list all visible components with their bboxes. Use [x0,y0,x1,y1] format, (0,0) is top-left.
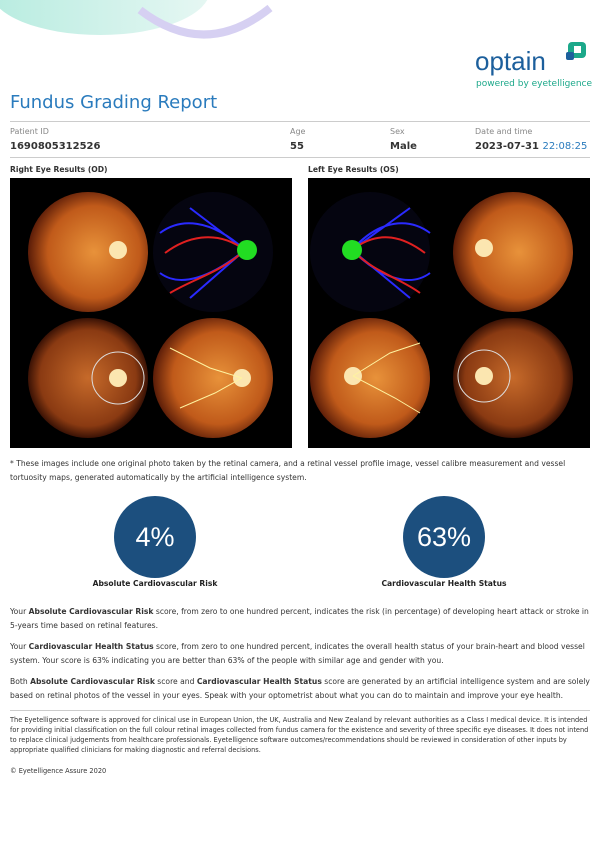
eye-header: Left Eye Results (OS) [308,165,399,174]
text: Your [10,642,29,651]
field-label: Sex [390,127,405,136]
bold-text: Cardiovascular Health Status [196,677,322,686]
field-value: 2023-07-31 22:08:25 [475,141,587,152]
text: Both [10,677,31,686]
bold-text: Absolute Cardiovascular Risk [30,677,155,686]
field-value: 55 [290,141,304,152]
date: 2023-07-31 [475,141,539,152]
paragraph: Your Absolute Cardiovascular Risk score,… [10,605,590,633]
text: score, from zero to one hundred percent,… [10,642,585,665]
metric-value: 4% [114,496,196,578]
field-value: 1690805312526 [10,141,101,152]
paragraph: Your Cardiovascular Health Status score,… [10,640,590,668]
metric-label: Absolute Cardiovascular Risk [92,579,218,588]
fundus-images [10,178,590,448]
logo: optain [475,46,546,76]
copyright: © Eyetelligence Assure 2020 [10,767,107,775]
field-label: Age [290,127,306,136]
time: 22:08:25 [542,141,588,152]
text: Your [10,607,29,616]
divider [10,710,590,711]
decor [0,0,273,39]
metric-value: 63% [403,496,485,578]
text: score are generated by an artificial int… [10,677,590,700]
eye-header: Right Eye Results (OD) [10,165,108,174]
divider [10,157,590,158]
bold-text: Absolute Cardiovascular Risk [28,607,154,616]
text: score and [154,677,197,686]
divider [10,121,590,122]
logo-tagline: powered by eyetelligence [476,79,593,89]
metric-label: Cardiovascular Health Status [381,579,507,588]
text: score, from zero to one hundred percent,… [10,607,589,630]
disclaimer: The Eyetelligence software is approved f… [10,716,589,754]
bold-text: Cardiovascular Health Status [28,642,154,651]
logo-icon [566,42,586,60]
field-value: Male [390,141,417,152]
title: Fundus Grading Report [10,92,218,113]
paragraph: Both Absolute Cardiovascular Risk score … [10,675,590,703]
field-label: Date and time [475,127,533,136]
note: * These images include one original phot… [10,459,566,482]
field-label: Patient ID [10,127,49,136]
